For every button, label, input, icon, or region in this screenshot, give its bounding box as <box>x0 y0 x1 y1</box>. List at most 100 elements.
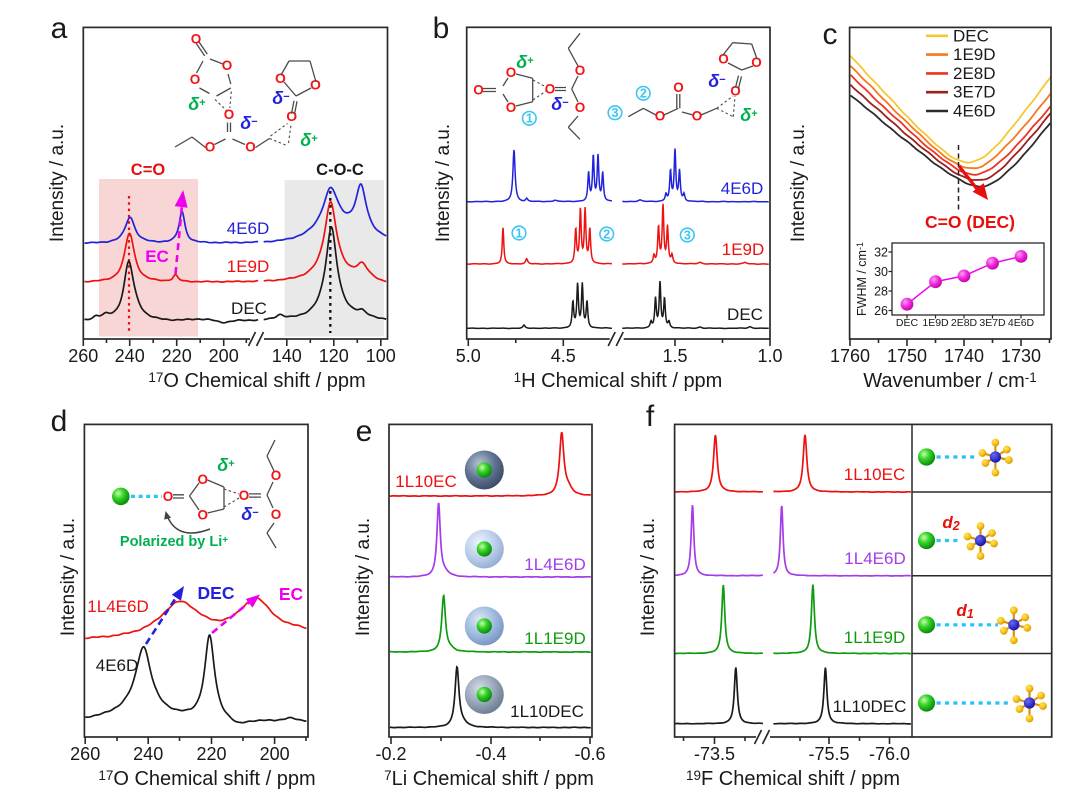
svg-text:3: 3 <box>684 228 691 242</box>
svg-text:b: b <box>433 12 450 45</box>
svg-text:O: O <box>271 468 282 483</box>
svg-text:1E9D: 1E9D <box>953 45 996 64</box>
svg-text:C=O (DEC): C=O (DEC) <box>925 212 1015 232</box>
svg-text:1.5: 1.5 <box>662 346 687 366</box>
svg-text:O: O <box>239 488 250 503</box>
svg-text:O: O <box>575 63 586 78</box>
svg-text:-76.0: -76.0 <box>869 744 910 764</box>
svg-text:220: 220 <box>196 744 226 764</box>
svg-text:1E9D: 1E9D <box>227 257 270 276</box>
svg-text:O: O <box>751 55 762 70</box>
svg-text:2E8D: 2E8D <box>951 317 978 329</box>
svg-text:220: 220 <box>162 346 192 366</box>
svg-text:-73.5: -73.5 <box>694 744 735 764</box>
svg-text:O: O <box>271 507 282 522</box>
svg-text:4E6D: 4E6D <box>721 179 764 198</box>
svg-text:Intensity / a.u.: Intensity / a.u. <box>788 124 809 242</box>
svg-text:f: f <box>646 400 655 433</box>
svg-text:1L10DEC: 1L10DEC <box>510 702 584 721</box>
svg-text:32: 32 <box>874 246 888 260</box>
svg-text:Intensity / a.u.: Intensity / a.u. <box>433 124 454 242</box>
svg-text:O: O <box>310 77 321 93</box>
svg-text:DEC: DEC <box>231 299 267 318</box>
svg-text:Intensity / a.u.: Intensity / a.u. <box>353 518 374 636</box>
svg-text:Polarized by Li+: Polarized by Li+ <box>120 534 228 550</box>
svg-text:O: O <box>275 70 286 86</box>
svg-text:1E9D: 1E9D <box>722 240 765 259</box>
svg-text:1730: 1730 <box>1001 346 1041 366</box>
svg-text:4E6D: 4E6D <box>227 219 270 238</box>
svg-text:Intensity / a.u.: Intensity / a.u. <box>58 518 79 636</box>
svg-text:200: 200 <box>209 346 239 366</box>
svg-text:120: 120 <box>319 346 349 366</box>
svg-text:O: O <box>692 109 703 124</box>
svg-text:1E9D: 1E9D <box>922 317 949 329</box>
svg-text:O: O <box>506 65 517 80</box>
svg-text:a: a <box>51 12 68 45</box>
svg-text:3E7D: 3E7D <box>953 83 996 102</box>
svg-text:19F Chemical shift / ppm: 19F Chemical shift / ppm <box>686 768 900 790</box>
svg-text:-75.5: -75.5 <box>808 744 849 764</box>
svg-text:O: O <box>718 52 729 67</box>
svg-text:DEC: DEC <box>953 26 989 45</box>
svg-text:1H Chemical shift / ppm: 1H Chemical shift / ppm <box>514 370 723 392</box>
svg-text:O: O <box>224 107 235 122</box>
svg-text:1: 1 <box>526 112 533 126</box>
svg-text:EC: EC <box>279 584 304 604</box>
svg-text:O: O <box>673 80 684 95</box>
svg-text:2E8D: 2E8D <box>953 64 996 83</box>
svg-text:240: 240 <box>133 744 163 764</box>
svg-text:O: O <box>655 109 666 124</box>
svg-text:Intensity / a.u.: Intensity / a.u. <box>638 518 659 636</box>
svg-text:DEC: DEC <box>896 317 919 329</box>
svg-text:1: 1 <box>516 226 523 240</box>
svg-text:Intensity / a.u.: Intensity / a.u. <box>47 124 68 242</box>
svg-text:e: e <box>356 415 373 448</box>
svg-text:3E7D: 3E7D <box>979 317 1006 329</box>
svg-text:DEC: DEC <box>198 583 235 603</box>
svg-text:17O Chemical shift / ppm: 17O Chemical shift / ppm <box>98 768 315 790</box>
svg-text:O: O <box>245 140 256 155</box>
svg-text:O: O <box>222 58 233 73</box>
svg-text:C=O: C=O <box>131 161 166 179</box>
svg-text:O: O <box>190 72 201 87</box>
svg-text:O: O <box>163 489 174 504</box>
svg-text:c: c <box>823 18 838 51</box>
svg-text:4E6D: 4E6D <box>96 656 139 675</box>
svg-text:3: 3 <box>612 106 619 120</box>
svg-text:1L4E6D: 1L4E6D <box>524 555 585 574</box>
svg-text:1L4E6D: 1L4E6D <box>844 549 905 568</box>
svg-text:4E6D: 4E6D <box>953 102 996 121</box>
svg-text:C-O-C: C-O-C <box>316 161 364 179</box>
svg-text:100: 100 <box>366 346 396 366</box>
svg-text:d: d <box>51 405 68 438</box>
svg-text:O: O <box>473 83 484 98</box>
svg-text:O: O <box>286 108 297 124</box>
svg-text:7Li Chemical shift / ppm: 7Li Chemical shift / ppm <box>384 768 594 790</box>
svg-text:260: 260 <box>70 744 100 764</box>
svg-text:1L1E9D: 1L1E9D <box>844 628 905 647</box>
svg-text:1740: 1740 <box>944 346 984 366</box>
svg-text:O: O <box>197 472 208 487</box>
svg-text:140: 140 <box>272 346 302 366</box>
svg-text:1L4E6D: 1L4E6D <box>87 597 148 616</box>
svg-text:1760: 1760 <box>830 346 870 366</box>
svg-text:200: 200 <box>260 744 290 764</box>
svg-text:O: O <box>545 82 556 97</box>
svg-text:O: O <box>197 508 208 523</box>
svg-text:2: 2 <box>603 227 610 241</box>
svg-text:-0.4: -0.4 <box>475 744 506 764</box>
svg-text:17O Chemical shift / ppm: 17O Chemical shift / ppm <box>148 370 365 392</box>
svg-text:4.5: 4.5 <box>551 346 576 366</box>
svg-text:O: O <box>205 140 216 155</box>
svg-text:26: 26 <box>874 304 888 318</box>
svg-text:1L1E9D: 1L1E9D <box>524 629 585 648</box>
svg-text:4E6D: 4E6D <box>1008 317 1035 329</box>
svg-text:EC: EC <box>145 247 169 266</box>
svg-text:5.0: 5.0 <box>456 346 481 366</box>
svg-text:-0.6: -0.6 <box>574 744 605 764</box>
svg-text:2: 2 <box>640 87 647 101</box>
svg-text:1L10EC: 1L10EC <box>844 465 905 484</box>
svg-text:1.0: 1.0 <box>757 346 782 366</box>
svg-text:260: 260 <box>68 346 98 366</box>
